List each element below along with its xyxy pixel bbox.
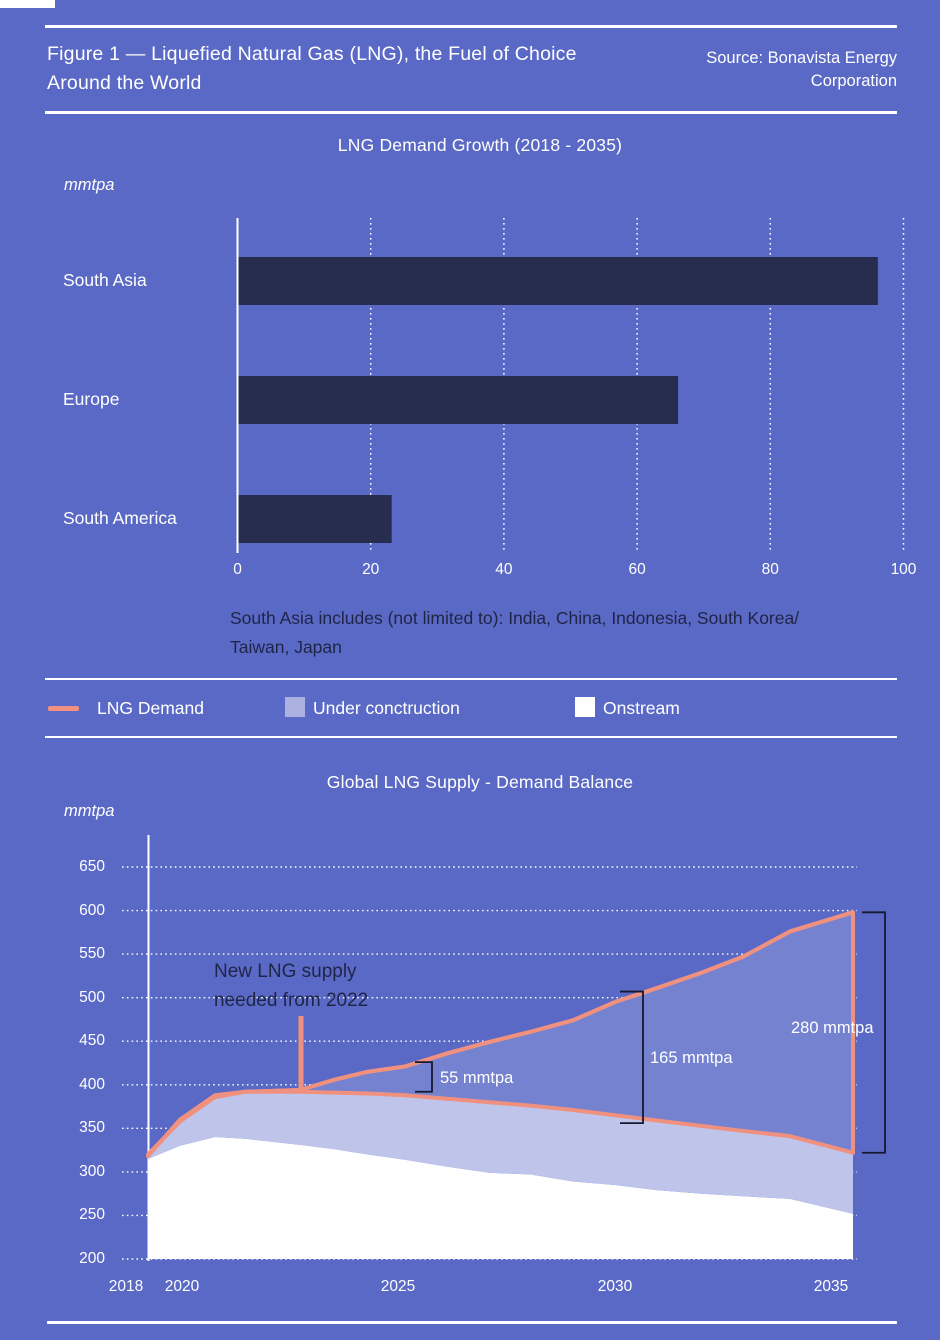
area-xtick-2020: 2020 — [164, 1278, 200, 1295]
bar-europe — [238, 376, 679, 424]
figure-title-line1: Figure 1 — Liquefied Natural Gas (LNG), … — [47, 43, 577, 65]
legend-label-lng-demand: LNG Demand — [97, 698, 204, 718]
new-supply-annotation-line2: needed from 2022 — [214, 990, 369, 1011]
area-chart-unit-label: mmtpa — [64, 802, 115, 820]
bracket-gap-2025 — [415, 1061, 433, 1093]
bar-category-label: South America — [63, 508, 177, 528]
bar-chart-unit-label: mmtpa — [64, 176, 115, 194]
legend-label-onstream: Onstream — [603, 698, 680, 718]
under-construction-swatch — [285, 697, 305, 717]
bar-chart-title: LNG Demand Growth (2018 - 2035) — [337, 135, 623, 155]
bar-xtick-60: 60 — [628, 561, 646, 578]
area-chart-plot — [122, 835, 886, 1261]
bar-xtick-100: 100 — [890, 561, 917, 578]
bar-chart-note-line2: Taiwan, Japan — [230, 636, 342, 657]
new-supply-annotation-line1: New LNG supply — [214, 961, 357, 982]
new-supply-annotation: New LNG supply needed from 2022 — [214, 957, 368, 1015]
area-ytick-450: 450 — [79, 1032, 105, 1050]
source-line1: Source: Bonavista Energy — [706, 49, 897, 67]
bar-xtick-80: 80 — [761, 561, 779, 578]
area-ytick-550: 550 — [79, 945, 105, 963]
figure-title: Figure 1 — Liquefied Natural Gas (LNG), … — [47, 40, 687, 98]
gap-55-label: 55 mmtpa — [440, 1069, 514, 1087]
bar-category-label: Europe — [63, 389, 120, 409]
bar-chart-note-line1: South Asia includes (not limited to): In… — [230, 608, 800, 628]
divider-top — [45, 25, 897, 28]
divider-legend-top — [45, 678, 897, 680]
figure-title-line2: Around the World — [47, 72, 202, 94]
bar-south-asia — [238, 257, 878, 305]
onstream-swatch — [575, 697, 595, 717]
area-ytick-250: 250 — [79, 1206, 105, 1224]
area-ytick-350: 350 — [79, 1119, 105, 1137]
under-construction-area — [148, 1091, 853, 1214]
bar-category-label: South Asia — [63, 270, 147, 290]
divider-header-bottom — [45, 111, 897, 114]
area-ytick-600: 600 — [79, 901, 105, 919]
bar-chart-note: South Asia includes (not limited to): In… — [230, 604, 799, 661]
area-ytick-650: 650 — [79, 858, 105, 875]
bar-xtick-0: 0 — [233, 561, 242, 578]
bar-xtick-40: 40 — [495, 561, 513, 578]
page-corner-mark — [0, 0, 55, 8]
divider-legend-bottom — [45, 736, 897, 738]
source-line2: Corporation — [810, 72, 897, 90]
area-xtick-2025: 2025 — [380, 1278, 416, 1295]
bar-chart-plot — [236, 218, 905, 553]
lng-demand-line-swatch — [48, 706, 79, 711]
area-xtick-2018: 2018 — [108, 1278, 144, 1295]
area-ytick-200: 200 — [79, 1250, 105, 1267]
lng-demand-line — [146, 910, 854, 1156]
area-ytick-500: 500 — [79, 988, 105, 1006]
area-chart-title: Global LNG Supply - Demand Balance — [326, 772, 634, 792]
area-ytick-400: 400 — [79, 1075, 105, 1093]
source-credit: Source: Bonavista Energy Corporation — [597, 47, 897, 93]
bar-south-america — [238, 495, 392, 543]
bar-xtick-20: 20 — [362, 561, 380, 578]
bracket-gap-2030 — [620, 990, 644, 1125]
area-ytick-300: 300 — [79, 1162, 105, 1180]
area-xtick-2030: 2030 — [597, 1278, 633, 1295]
legend-label-under-construction: Under conctruction — [313, 698, 460, 718]
divider-footer — [47, 1321, 897, 1324]
gap-165-label: 165 mmtpa — [650, 1049, 733, 1067]
gap-280-label: 280 mmtpa — [791, 1019, 874, 1037]
area-xtick-2035: 2035 — [813, 1278, 849, 1295]
bracket-gap-2035 — [862, 911, 886, 1154]
onstream-area — [148, 1137, 853, 1259]
